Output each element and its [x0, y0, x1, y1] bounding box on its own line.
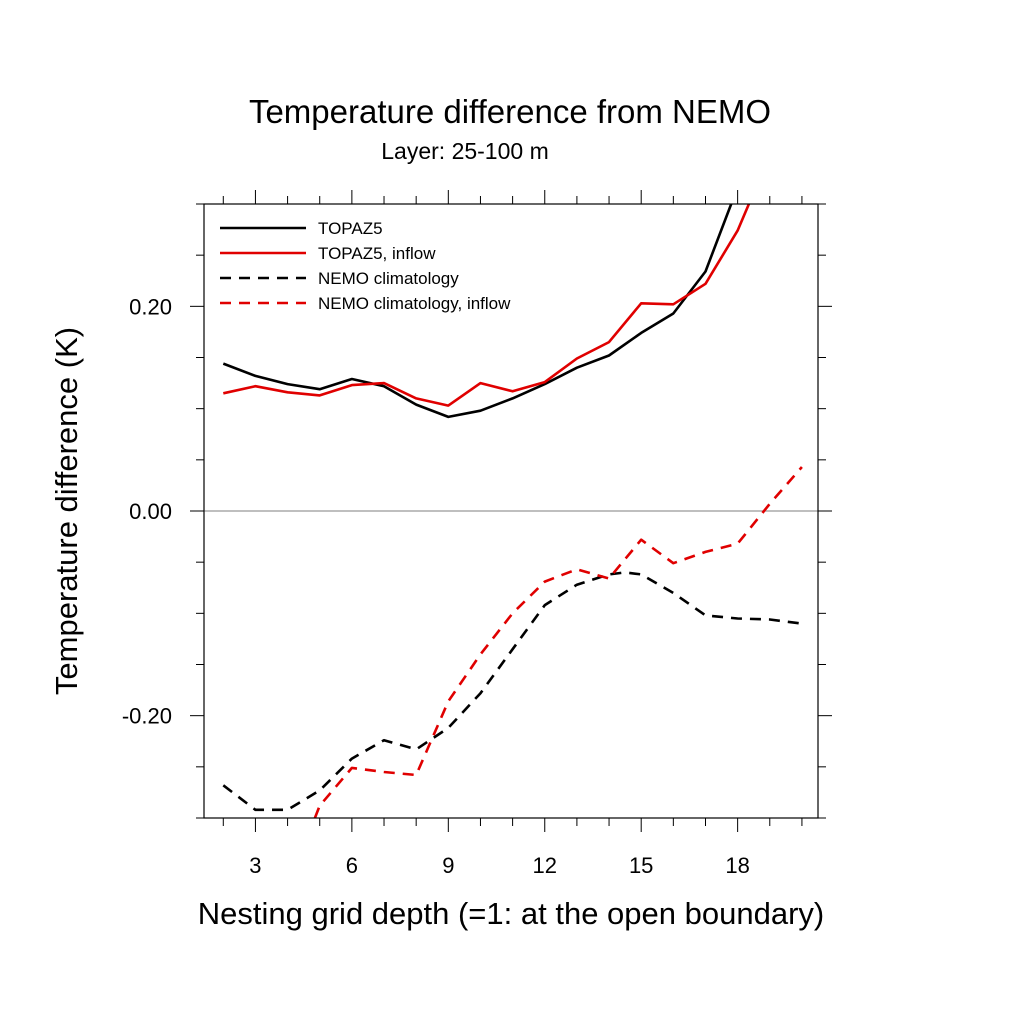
x-tick-label: 12 — [533, 853, 557, 878]
legend-label: TOPAZ5 — [318, 219, 383, 238]
x-tick-label: 9 — [442, 853, 454, 878]
legend-label: NEMO climatology, inflow — [318, 294, 511, 313]
series-layer — [222, 204, 803, 818]
chart-title: Temperature difference from NEMO — [249, 93, 771, 130]
series-line-4 — [313, 466, 803, 818]
series-line-2 — [223, 204, 751, 407]
legend: TOPAZ5 TOPAZ5, inflow NEMO climatology NEMO… — [220, 219, 511, 313]
legend-label: TOPAZ5, inflow — [318, 244, 436, 263]
axis-ticks — [190, 190, 832, 832]
series-line-1 — [222, 204, 733, 419]
x-tick-label: 3 — [249, 853, 261, 878]
y-tick-labels: -0.20 0.00 0.20 — [122, 294, 172, 728]
x-tick-label: 6 — [346, 853, 358, 878]
x-tick-label: 18 — [725, 853, 749, 878]
legend-label: NEMO climatology — [318, 269, 459, 288]
x-axis-label: Nesting grid depth (=1: at the open boun… — [198, 896, 824, 931]
series-line-3 — [222, 571, 803, 812]
y-tick-label: 0.00 — [129, 499, 172, 524]
x-tick-labels: 3 6 9 12 15 18 — [249, 853, 750, 878]
y-tick-label: -0.20 — [122, 704, 172, 729]
y-axis-label: Temperature difference (K) — [49, 327, 84, 695]
x-tick-label: 15 — [629, 853, 653, 878]
chart-subtitle: Layer: 25-100 m — [381, 138, 548, 164]
y-tick-label: 0.20 — [129, 294, 172, 319]
plot-frame — [203, 203, 819, 819]
